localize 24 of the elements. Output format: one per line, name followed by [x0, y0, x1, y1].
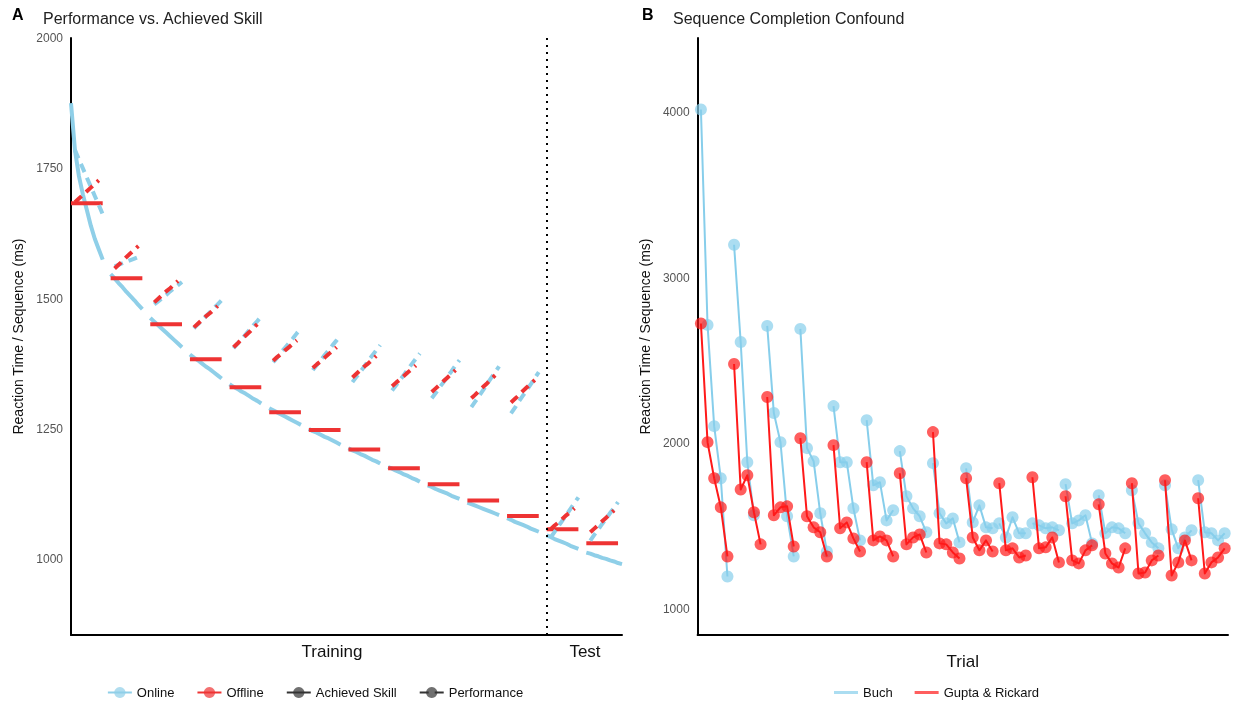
y-tick-label: 1750	[36, 161, 64, 176]
text: B	[642, 5, 654, 23]
y-tick-label: 1250	[36, 422, 64, 437]
legend-label: Buch	[863, 685, 893, 700]
text: Test	[569, 642, 601, 661]
legend-label: Performance	[448, 685, 524, 700]
chart-title: Sequence Completion Confound	[673, 9, 905, 27]
y-tick-label: 1000	[36, 552, 64, 567]
chart-title: Performance vs. Achieved Skill	[43, 9, 263, 27]
x-axis-title: Trial	[946, 652, 980, 671]
y-tick-label: 3000	[662, 270, 690, 285]
y-tick-label: 2000	[36, 31, 64, 45]
y-axis-title: Reaction Time / Sequence (ms)	[10, 238, 27, 435]
legend-label: Offline	[226, 685, 264, 700]
text: Training	[301, 642, 363, 661]
legend-label: Online	[136, 685, 175, 700]
y-tick-label: 1000	[662, 601, 690, 616]
y-tick-label: 1500	[36, 291, 64, 306]
legend-label: Gupta & Rickard	[943, 685, 1039, 700]
legend-label: Achieved Skill	[315, 685, 397, 700]
y-tick-label: 4000	[662, 105, 690, 120]
y-axis-title: Reaction Time / Sequence (ms)	[637, 238, 653, 435]
y-tick-label: 2000	[662, 436, 690, 451]
text: A	[12, 5, 24, 23]
